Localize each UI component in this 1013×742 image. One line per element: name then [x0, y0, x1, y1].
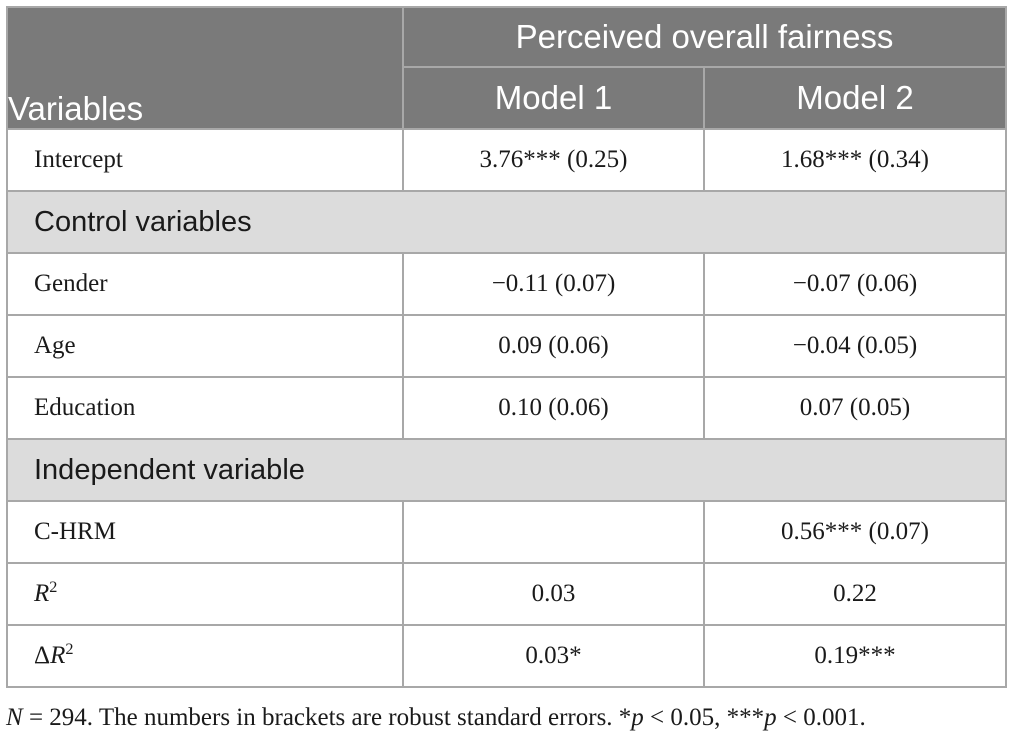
model-2-value: 0.19***: [703, 624, 1007, 688]
footnote-text: < 0.05, ***: [643, 704, 765, 731]
model-2-value: 0.07 (0.05): [703, 376, 1007, 440]
model-1-value: 0.03*: [402, 624, 705, 688]
model-1-value: 0.10 (0.06): [402, 376, 705, 440]
model-2-value: 0.22: [703, 562, 1007, 626]
table-row-intercept: Intercept 3.76*** (0.25) 1.68*** (0.34): [6, 128, 1007, 192]
delta-symbol: Δ: [34, 642, 51, 669]
table-row-age: Age 0.09 (0.06) −0.04 (0.05): [6, 314, 1007, 378]
regression-table: Variables Perceived overall fairness Mod…: [6, 6, 1007, 688]
squared-superscript: 2: [65, 640, 74, 659]
row-label: Gender: [6, 252, 404, 316]
model-1-value: 3.76*** (0.25): [402, 128, 705, 192]
r-symbol: R: [50, 642, 66, 669]
header-perceived-overall-fairness: Perceived overall fairness: [402, 6, 1007, 68]
table-row-gender: Gender −0.11 (0.07) −0.07 (0.06): [6, 252, 1007, 316]
p-symbol: p: [631, 704, 644, 731]
model-1-value: 0.03: [402, 562, 705, 626]
model-1-value: [402, 500, 705, 564]
section-label: Control variables: [6, 190, 1007, 254]
section-row-independent-variable: Independent variable: [6, 438, 1007, 502]
footnote-text: = 294. The numbers in brackets are robus…: [22, 704, 632, 731]
footnote-text: < 0.001.: [776, 704, 866, 731]
table-footnote: N = 294. The numbers in brackets are rob…: [6, 704, 866, 732]
row-label: Intercept: [6, 128, 404, 192]
table-row-r-squared: R2 0.03 0.22: [6, 562, 1007, 626]
row-label: C-HRM: [6, 500, 404, 564]
table-row-delta-r-squared: ΔR2 0.03* 0.19***: [6, 624, 1007, 688]
table-row-c-hrm: C-HRM 0.56*** (0.07): [6, 500, 1007, 564]
r-symbol: R: [34, 580, 50, 607]
p-symbol: p: [764, 704, 777, 731]
model-2-value: 0.56*** (0.07): [703, 500, 1007, 564]
model-2-value: −0.04 (0.05): [703, 314, 1007, 378]
section-row-control-variables: Control variables: [6, 190, 1007, 254]
model-2-value: 1.68*** (0.34): [703, 128, 1007, 192]
row-label: R2: [6, 562, 404, 626]
n-symbol: N: [6, 704, 23, 731]
header-model-1: Model 1: [402, 66, 705, 130]
model-1-value: −0.11 (0.07): [402, 252, 705, 316]
row-label: ΔR2: [6, 624, 404, 688]
table-row-education: Education 0.10 (0.06) 0.07 (0.05): [6, 376, 1007, 440]
section-label: Independent variable: [6, 438, 1007, 502]
model-1-value: 0.09 (0.06): [402, 314, 705, 378]
row-label: Education: [6, 376, 404, 440]
header-variables: Variables: [6, 6, 404, 130]
header-model-2: Model 2: [703, 66, 1007, 130]
model-2-value: −0.07 (0.06): [703, 252, 1007, 316]
row-label: Age: [6, 314, 404, 378]
squared-superscript: 2: [49, 578, 58, 597]
